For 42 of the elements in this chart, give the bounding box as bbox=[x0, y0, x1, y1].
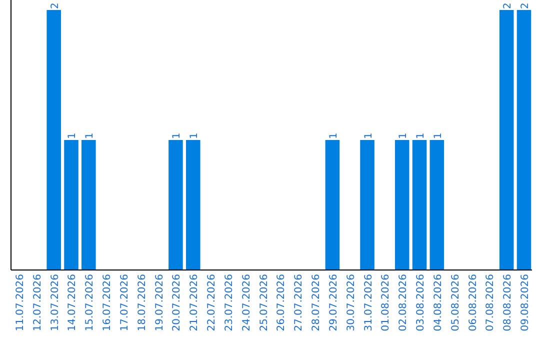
data-label: 1 bbox=[172, 132, 183, 139]
data-label: 1 bbox=[67, 132, 78, 139]
data-label: 1 bbox=[398, 132, 410, 139]
x-tick-label: 03.08.2026 bbox=[416, 274, 427, 332]
x-tick-label: 12.07.2026 bbox=[32, 274, 44, 332]
data-label: 1 bbox=[416, 132, 427, 139]
x-tick-label: 05.08.2026 bbox=[450, 274, 462, 332]
data-label: 2 bbox=[50, 2, 61, 9]
x-tick-label: 28.07.2026 bbox=[311, 274, 322, 332]
data-label: 2 bbox=[502, 2, 514, 9]
data-label: 1 bbox=[84, 132, 96, 139]
x-tick-label: 16.07.2026 bbox=[102, 274, 114, 332]
data-label: 1 bbox=[189, 132, 200, 139]
x-tick-label: 15.07.2026 bbox=[84, 274, 96, 332]
x-tick-label: 02.08.2026 bbox=[398, 274, 410, 332]
x-tick-label: 30.07.2026 bbox=[346, 274, 357, 332]
x-tick-label: 25.07.2026 bbox=[258, 274, 270, 332]
x-tick-label: 06.08.2026 bbox=[468, 274, 479, 332]
data-label: 1 bbox=[432, 132, 444, 139]
x-tick-label: 13.07.2026 bbox=[50, 274, 61, 332]
x-tick-label: 29.07.2026 bbox=[328, 274, 340, 332]
x-tick-label: 20.07.2026 bbox=[172, 274, 183, 332]
data-label: 1 bbox=[363, 132, 374, 139]
x-tick-label: 21.07.2026 bbox=[189, 274, 200, 332]
x-tick-label: 19.07.2026 bbox=[154, 274, 166, 332]
x-tick-label: 26.07.2026 bbox=[276, 274, 288, 332]
x-tick-label: 07.08.2026 bbox=[485, 274, 496, 332]
x-tick-label: 11.07.2026 bbox=[15, 274, 26, 332]
x-tick-label: 22.07.2026 bbox=[206, 274, 218, 332]
x-tick-label: 08.08.2026 bbox=[502, 274, 514, 332]
data-label: 2 bbox=[520, 2, 531, 9]
x-tick-label: 18.07.2026 bbox=[136, 274, 148, 332]
data-label: 1 bbox=[328, 132, 340, 139]
x-tick-label: 24.07.2026 bbox=[241, 274, 252, 332]
x-tick-label: 31.07.2026 bbox=[363, 274, 374, 332]
x-tick-label: 09.08.2026 bbox=[520, 274, 531, 332]
x-tick-label: 27.07.2026 bbox=[294, 274, 305, 332]
x-tick-label: 14.07.2026 bbox=[67, 274, 78, 332]
x-tick-label: 01.08.2026 bbox=[380, 274, 392, 332]
x-tick-label: 17.07.2026 bbox=[119, 274, 130, 332]
x-tick-label: 23.07.2026 bbox=[224, 274, 235, 332]
x-tick-label: 04.08.2026 bbox=[432, 274, 444, 332]
